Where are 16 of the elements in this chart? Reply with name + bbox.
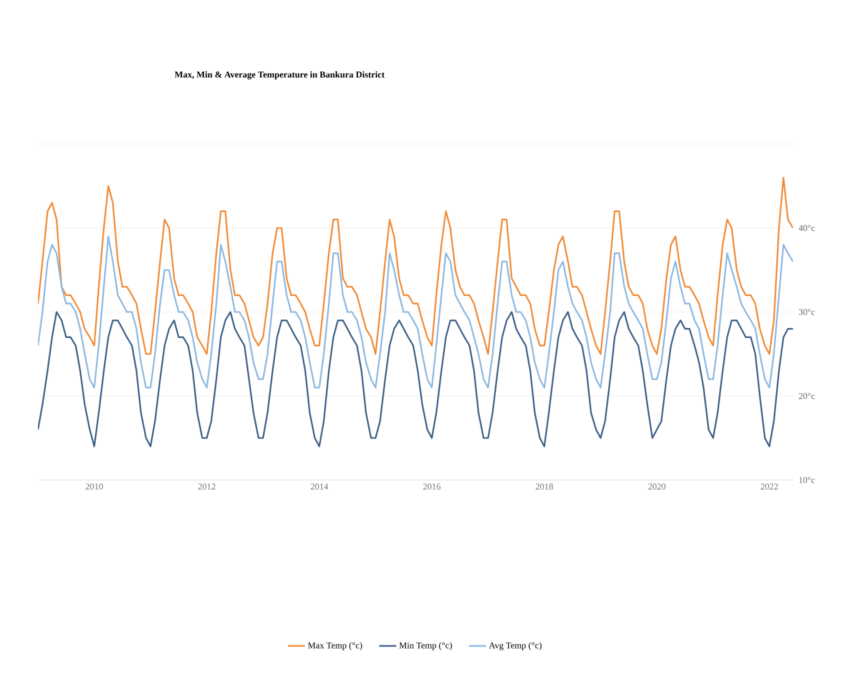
x-tick-label: 2018: [536, 484, 553, 490]
y-tick-label: 40°c: [798, 224, 815, 232]
y-tick-label: 10°c: [799, 476, 815, 484]
x-tick-label: 2012: [198, 484, 216, 490]
x-tick-label: 2022: [760, 484, 778, 490]
chart-title: Max, Min & Average Temperature in Bankura District: [174, 71, 385, 80]
x-tick-label: 2016: [423, 484, 441, 490]
y-tick-label: 30°c: [798, 308, 815, 316]
x-tick-label: 2020: [648, 484, 666, 490]
y-tick-label: 20°c: [798, 392, 815, 400]
legend-label: Min Temp (°c): [399, 642, 452, 650]
x-tick-label: 2014: [310, 484, 328, 490]
legend-label: Avg Temp (°c): [488, 642, 542, 650]
legend-label: Max Temp (°c): [308, 642, 362, 650]
x-tick-label: 2010: [86, 484, 103, 490]
line-series: [38, 311, 794, 448]
